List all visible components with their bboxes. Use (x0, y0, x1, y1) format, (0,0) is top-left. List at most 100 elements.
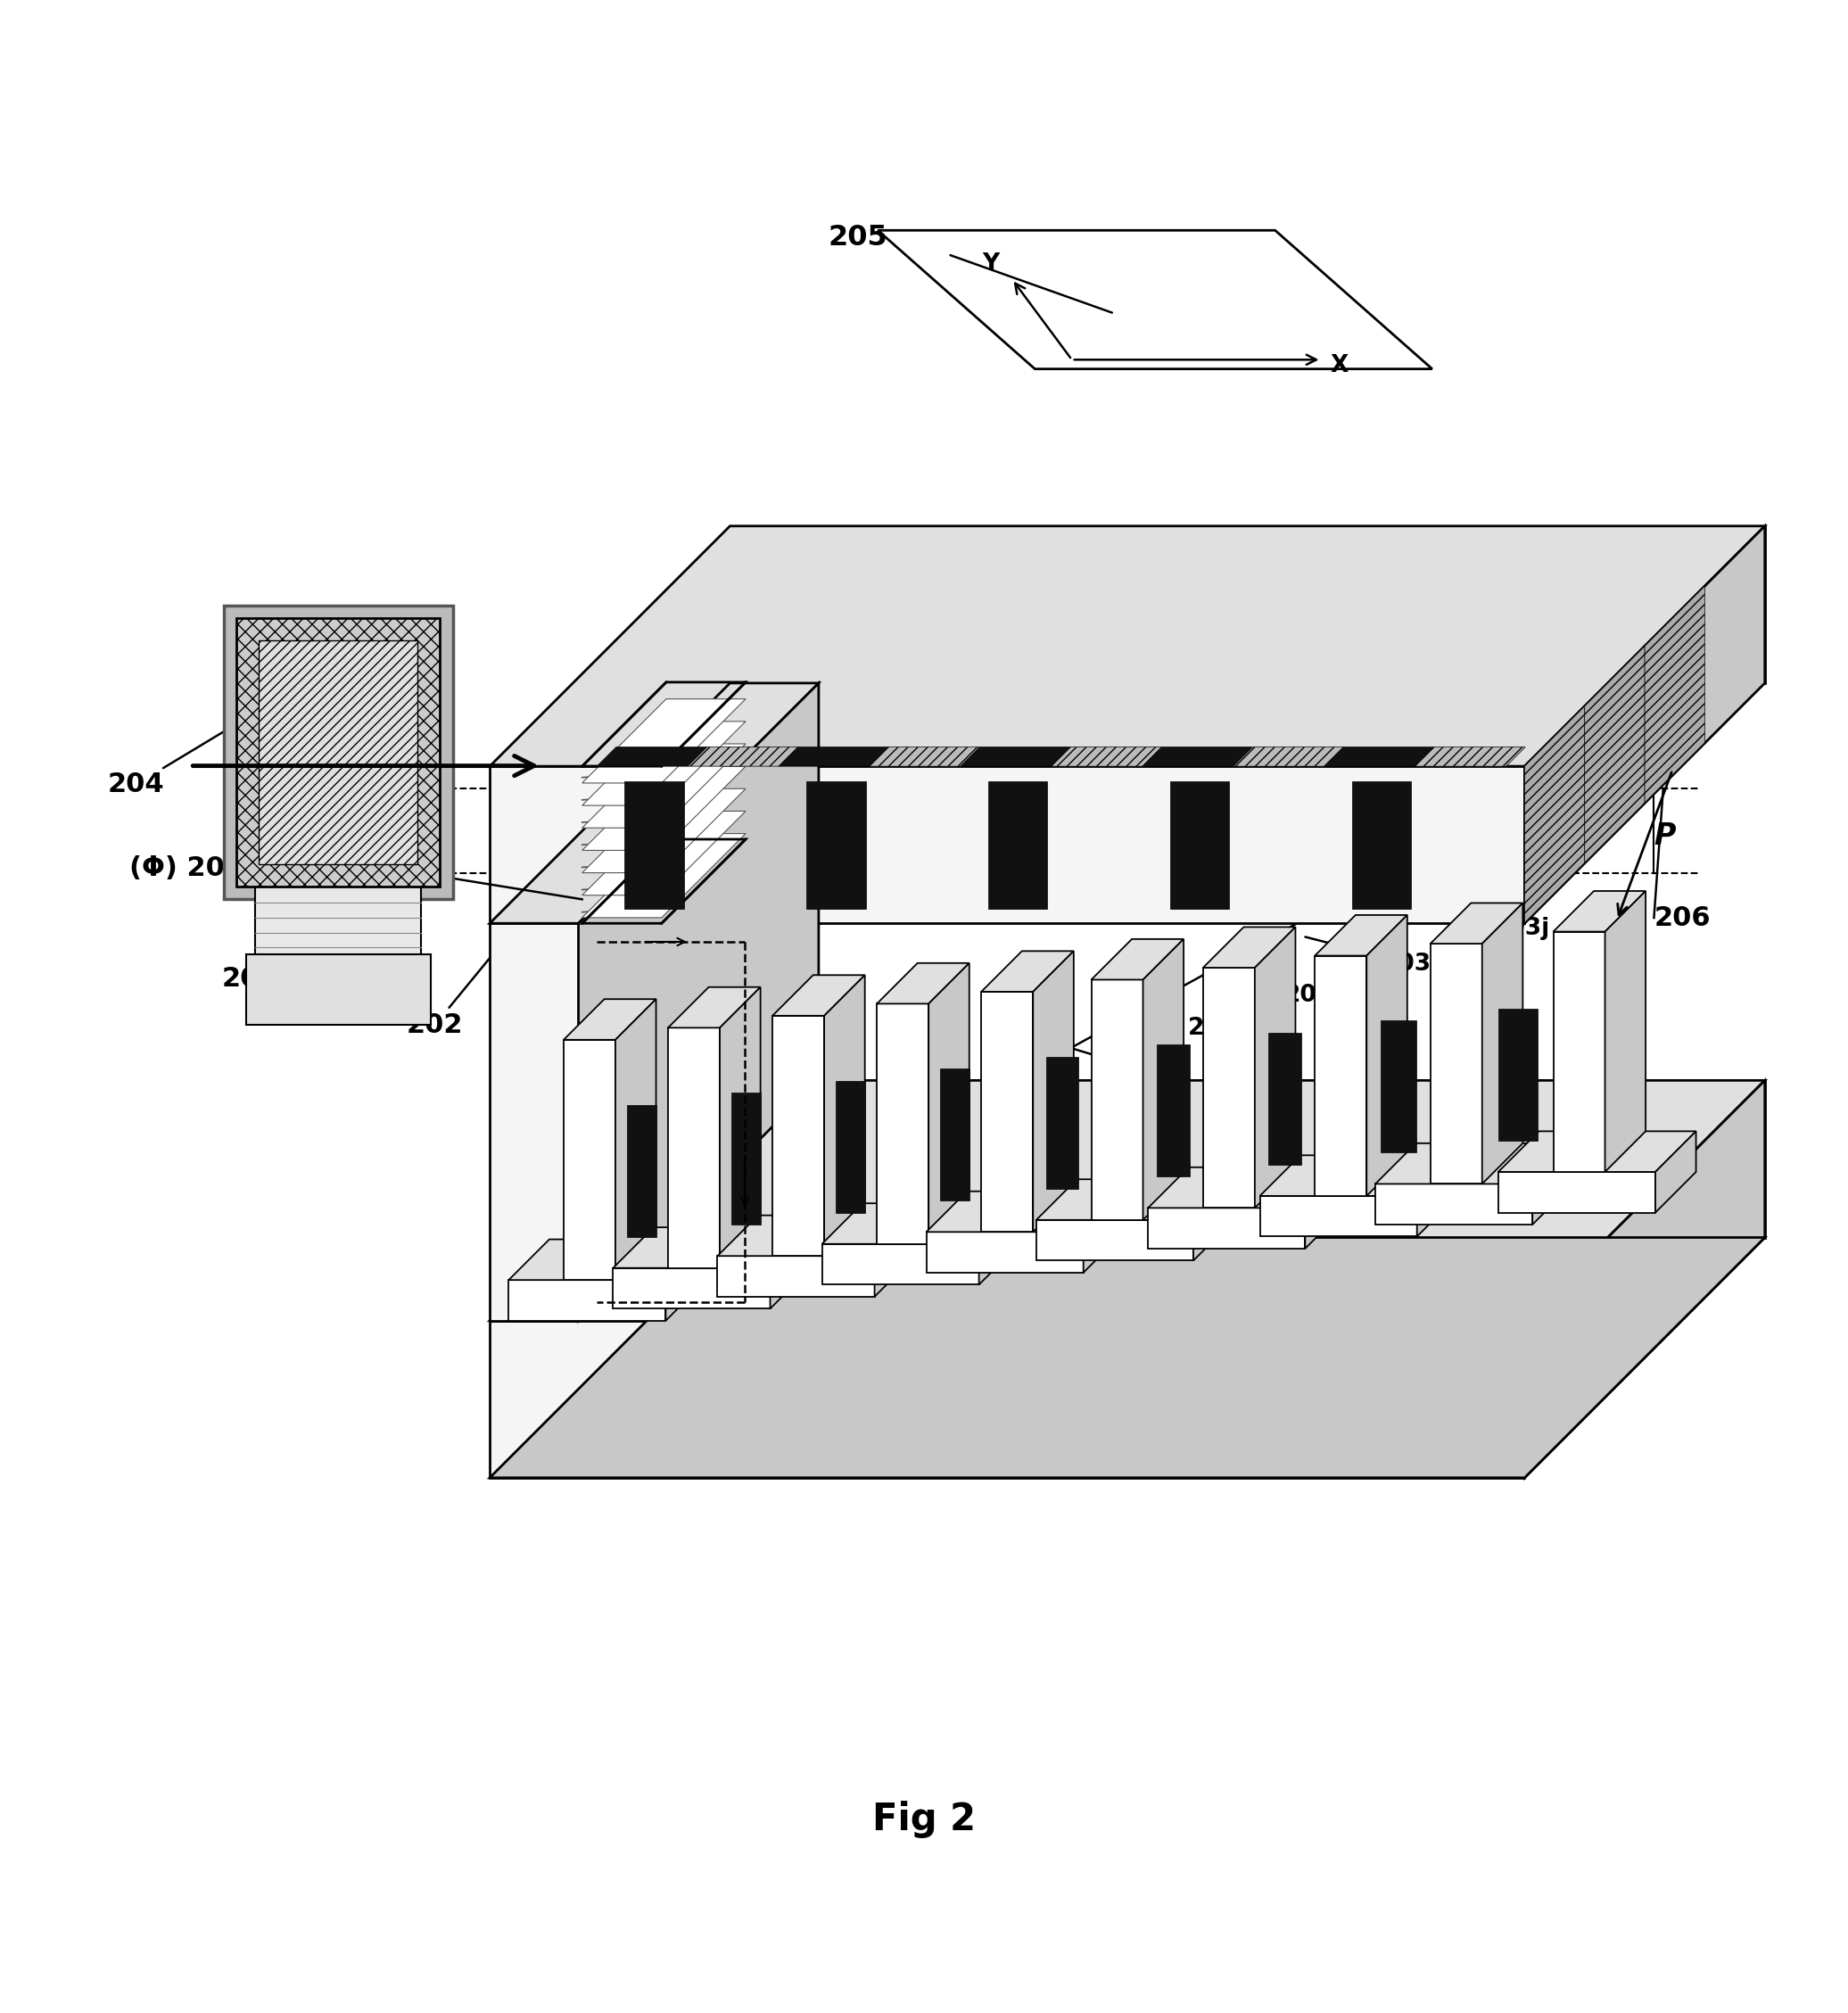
Polygon shape (961, 747, 1070, 767)
Polygon shape (1142, 747, 1253, 767)
Polygon shape (578, 682, 819, 1321)
Polygon shape (1430, 904, 1523, 944)
Polygon shape (771, 1228, 811, 1308)
Polygon shape (1316, 956, 1368, 1196)
Text: (Φ) 208: (Φ) 208 (129, 856, 244, 882)
Polygon shape (1375, 1184, 1532, 1224)
Polygon shape (1157, 1045, 1190, 1178)
Polygon shape (1499, 1131, 1696, 1172)
Polygon shape (824, 974, 865, 1256)
Text: 203h: 203h (1207, 966, 1351, 1006)
Polygon shape (778, 747, 889, 767)
Polygon shape (1380, 1021, 1416, 1153)
Polygon shape (1033, 950, 1074, 1232)
Polygon shape (874, 1216, 915, 1296)
Polygon shape (490, 767, 1525, 924)
Polygon shape (1194, 1180, 1234, 1260)
Text: X: X (1331, 354, 1349, 376)
Polygon shape (255, 886, 421, 960)
Polygon shape (614, 1228, 811, 1268)
Text: 206: 206 (1654, 906, 1711, 930)
Text: 203a: 203a (565, 1206, 758, 1286)
Polygon shape (1203, 928, 1295, 968)
Polygon shape (582, 721, 745, 805)
Polygon shape (772, 1017, 824, 1256)
Polygon shape (1142, 938, 1185, 1220)
Polygon shape (1148, 1168, 1345, 1208)
Text: 203f: 203f (1015, 1031, 1159, 1077)
Polygon shape (1148, 1208, 1305, 1248)
Polygon shape (1255, 928, 1295, 1208)
Polygon shape (582, 745, 745, 827)
Text: 203d: 203d (750, 1119, 880, 1184)
Polygon shape (1417, 1155, 1458, 1236)
Polygon shape (669, 986, 761, 1029)
Polygon shape (1532, 1143, 1573, 1224)
Polygon shape (1325, 747, 1434, 767)
Polygon shape (665, 1240, 706, 1321)
Polygon shape (835, 1081, 865, 1212)
Polygon shape (1482, 904, 1523, 1184)
Polygon shape (1037, 1180, 1234, 1220)
Polygon shape (1052, 747, 1162, 767)
Polygon shape (614, 1268, 771, 1308)
Polygon shape (1430, 944, 1482, 1184)
Polygon shape (687, 747, 798, 767)
Polygon shape (1525, 1081, 1765, 1478)
Polygon shape (717, 1256, 874, 1296)
Polygon shape (1353, 781, 1412, 908)
Polygon shape (582, 789, 745, 874)
Text: 202: 202 (407, 870, 562, 1039)
Polygon shape (721, 986, 761, 1268)
Polygon shape (1552, 892, 1647, 932)
Text: 204: 204 (107, 703, 272, 797)
Polygon shape (582, 767, 745, 849)
Text: 203e: 203e (824, 1087, 942, 1157)
Text: Y: Y (983, 252, 1000, 276)
Polygon shape (490, 682, 819, 924)
Polygon shape (1645, 586, 1706, 803)
Polygon shape (1305, 1168, 1345, 1248)
Polygon shape (1525, 525, 1765, 924)
Polygon shape (625, 781, 684, 908)
Polygon shape (732, 1093, 761, 1224)
Polygon shape (564, 998, 656, 1041)
Text: 203c: 203c (682, 1151, 821, 1218)
Polygon shape (1604, 892, 1647, 1172)
Polygon shape (870, 747, 979, 767)
Polygon shape (1260, 1155, 1458, 1196)
Polygon shape (1233, 747, 1343, 767)
Polygon shape (237, 618, 440, 886)
Polygon shape (981, 992, 1033, 1232)
Polygon shape (490, 1238, 1765, 1478)
Polygon shape (490, 924, 578, 1321)
Polygon shape (1416, 747, 1525, 767)
Polygon shape (1268, 1033, 1301, 1166)
Polygon shape (1586, 646, 1645, 864)
Polygon shape (490, 1321, 1525, 1478)
Polygon shape (1260, 1196, 1417, 1236)
Polygon shape (564, 1041, 615, 1280)
Polygon shape (730, 525, 1765, 682)
Polygon shape (979, 1204, 1020, 1284)
Polygon shape (878, 962, 970, 1004)
Polygon shape (490, 1081, 1765, 1321)
Polygon shape (717, 1216, 915, 1256)
Text: 203i: 203i (1305, 936, 1440, 976)
Polygon shape (1552, 932, 1604, 1172)
Polygon shape (508, 1240, 706, 1280)
Polygon shape (1499, 1009, 1538, 1141)
Polygon shape (626, 1105, 656, 1236)
Polygon shape (246, 954, 431, 1025)
Polygon shape (878, 229, 1432, 368)
Polygon shape (730, 1081, 1765, 1238)
Polygon shape (1499, 1172, 1656, 1212)
Polygon shape (582, 699, 745, 783)
Polygon shape (1203, 968, 1255, 1208)
Text: 205: 205 (828, 223, 887, 252)
Polygon shape (1046, 1057, 1077, 1190)
Polygon shape (930, 962, 970, 1244)
Polygon shape (1083, 1192, 1124, 1272)
Polygon shape (1090, 938, 1185, 980)
Polygon shape (822, 1204, 1020, 1244)
